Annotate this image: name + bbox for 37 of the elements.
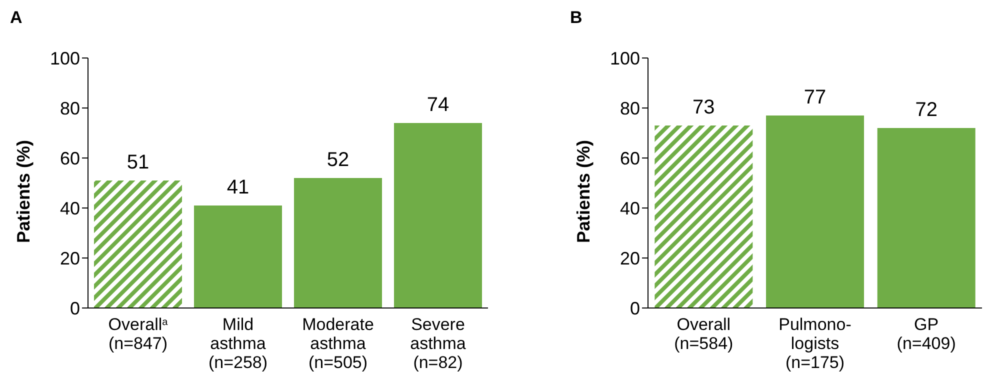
y-tick-label: 100 <box>610 48 640 68</box>
bar <box>94 180 182 308</box>
y-axis-title: Patients (%) <box>573 140 594 243</box>
x-tick-label: Severe asthma (n=82) <box>410 315 466 372</box>
chart-title: B <box>570 8 582 28</box>
bar <box>766 116 864 308</box>
data-label: 72 <box>915 99 938 121</box>
y-tick-label: 20 <box>620 248 640 268</box>
data-label: 51 <box>126 152 150 174</box>
y-tick-label: 60 <box>620 148 640 168</box>
y-tick-label: 0 <box>630 298 640 318</box>
bar <box>877 128 976 308</box>
y-tick-label: 40 <box>620 198 640 218</box>
x-tick-label: Overall$^{a}$ (n=847) <box>108 315 168 353</box>
y-tick-label: 80 <box>60 98 80 118</box>
x-tick-label: Overall (n=584) <box>674 315 734 353</box>
bar <box>294 178 382 308</box>
y-tick-label: 100 <box>50 48 80 68</box>
x-tick-label: GP (n=409) <box>896 315 956 353</box>
data-label: 73 <box>692 96 715 118</box>
data-label: 77 <box>804 86 826 108</box>
y-axis-title: Patients (%) <box>13 140 34 243</box>
x-tick-label: Moderate asthma (n=505) <box>302 315 374 372</box>
x-tick-label: Pulmono- logists (n=175) <box>778 315 852 372</box>
chart-title: A <box>10 8 22 28</box>
x-tick-label: Mild asthma (n=258) <box>208 315 268 372</box>
data-label: 41 <box>226 176 250 198</box>
data-label: 52 <box>326 149 350 171</box>
bar <box>654 126 753 308</box>
y-tick-label: 20 <box>60 248 80 268</box>
y-tick-label: 40 <box>60 198 80 218</box>
y-tick-label: 60 <box>60 148 80 168</box>
y-tick-label: 80 <box>620 98 640 118</box>
bar <box>194 206 282 308</box>
bar <box>394 123 482 308</box>
y-tick-label: 0 <box>70 298 80 318</box>
data-label: 74 <box>426 94 450 116</box>
